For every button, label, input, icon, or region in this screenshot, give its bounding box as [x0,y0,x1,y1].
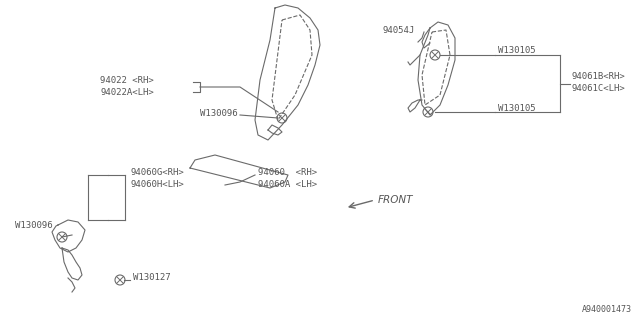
Text: W130105: W130105 [498,45,536,54]
Text: 94022A<LH>: 94022A<LH> [100,87,154,97]
Text: 94054J: 94054J [382,26,414,35]
Text: A940001473: A940001473 [582,305,632,314]
Text: FRONT: FRONT [378,195,413,205]
Text: 94060  <RH>: 94060 <RH> [258,167,317,177]
Text: 94060G<RH>: 94060G<RH> [130,167,184,177]
Text: W130105: W130105 [498,103,536,113]
Text: W130096: W130096 [15,220,52,229]
Text: W130096: W130096 [200,108,237,117]
Text: 94022 <RH>: 94022 <RH> [100,76,154,84]
Text: 94060A <LH>: 94060A <LH> [258,180,317,188]
Text: W130127: W130127 [133,274,171,283]
Text: 94061B<RH>: 94061B<RH> [572,71,626,81]
Text: 94060H<LH>: 94060H<LH> [130,180,184,188]
Text: 94061C<LH>: 94061C<LH> [572,84,626,92]
